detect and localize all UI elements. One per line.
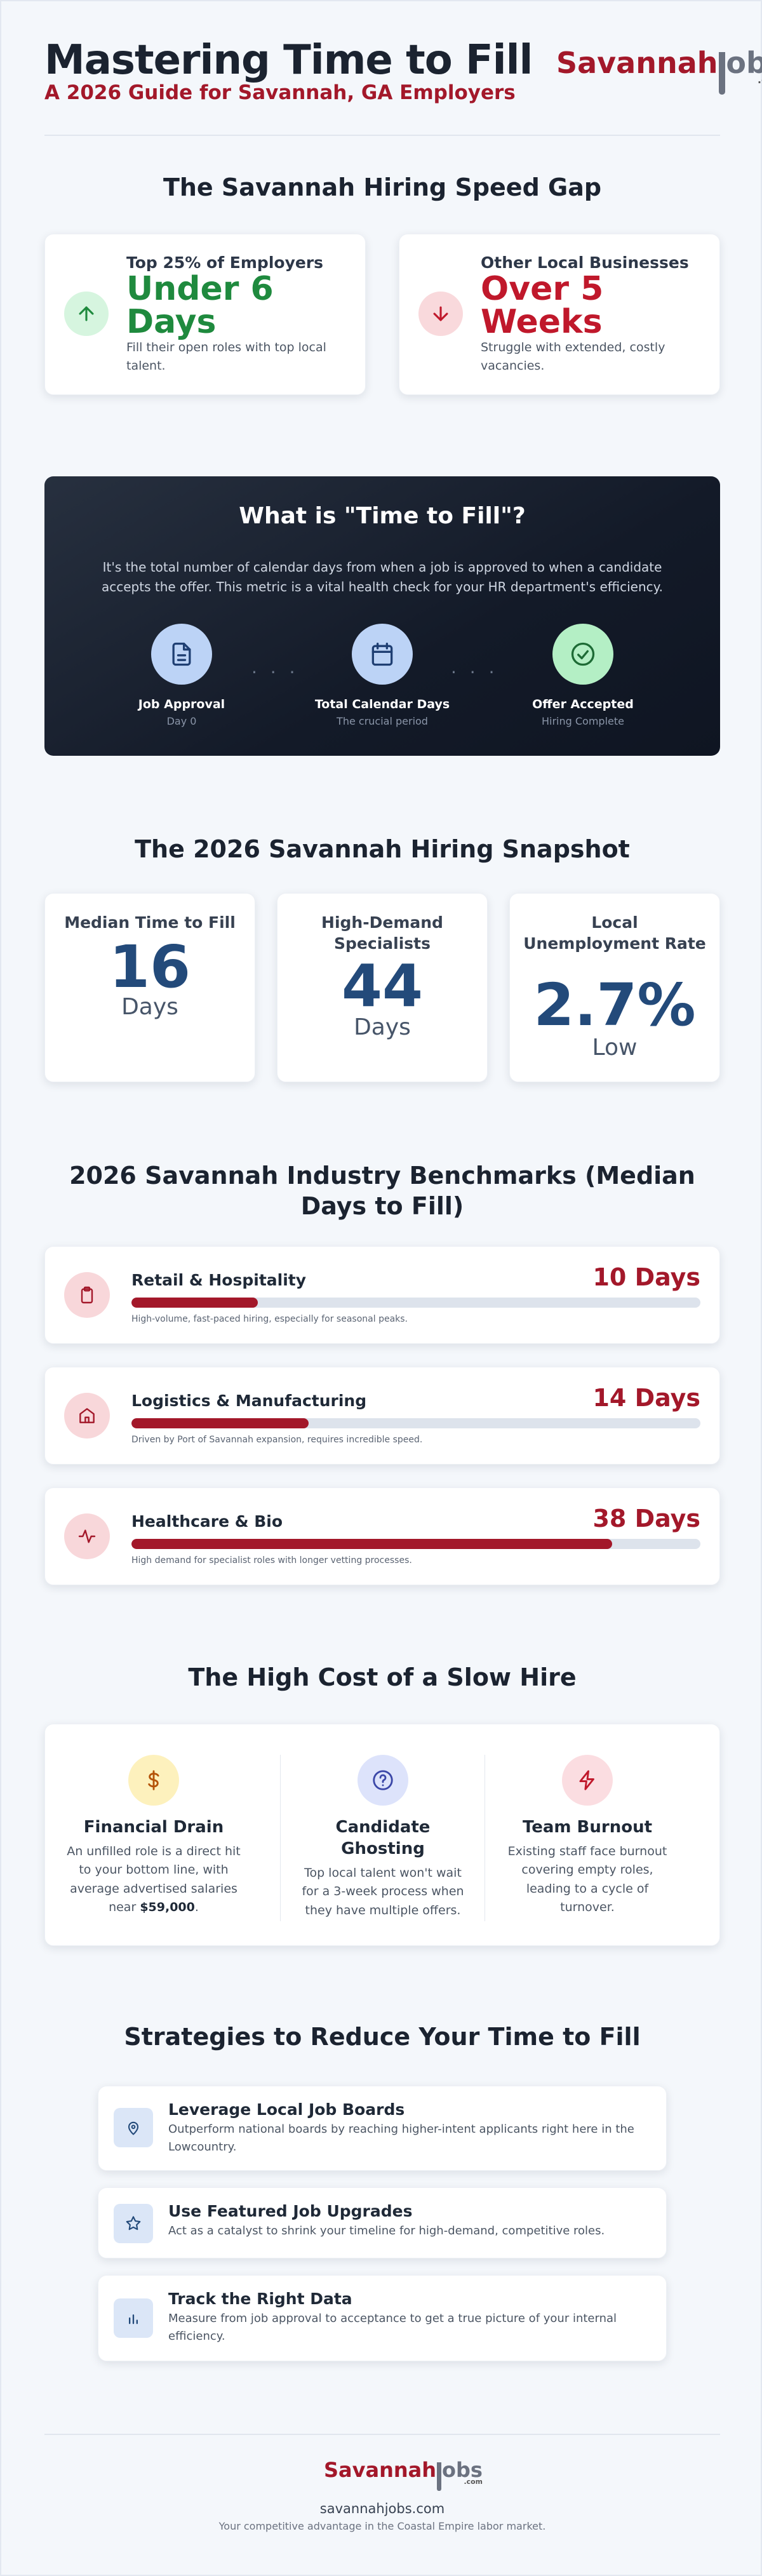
step-total-days: Total Calendar Days The crucial period xyxy=(306,624,458,727)
cost-card: Financial Drain An unfilled role is a di… xyxy=(44,1724,720,1946)
strategy-featured-job-upgrades: Use Featured Job Upgrades Act as a catal… xyxy=(98,2187,667,2258)
cost-candidate-ghosting: Candidate Ghosting Top local talent won'… xyxy=(281,1724,485,1945)
lightning-icon xyxy=(562,1755,613,1806)
key-icon xyxy=(436,2462,442,2491)
benchmark-healthcare: Healthcare & Bio 38 Days High demand for… xyxy=(44,1487,720,1585)
strategies-title: Strategies to Reduce Your Time to Fill xyxy=(124,2023,641,2051)
stat-card-specialists: High-Demand Specialists 44 Days xyxy=(277,893,488,1082)
arrow-down-icon xyxy=(418,292,463,336)
star-icon xyxy=(114,2204,153,2243)
gap-value: Under 6 Days xyxy=(126,270,274,341)
benchmark-bar xyxy=(131,1418,700,1428)
document-icon xyxy=(151,624,212,685)
stat-value: 2.7% xyxy=(533,971,696,1039)
stat-card-unemployment: Local Unemployment Rate 2.7% Low xyxy=(509,893,720,1082)
cost-team-burnout: Team Burnout Existing staff face burnout… xyxy=(485,1724,690,1945)
warehouse-icon xyxy=(64,1393,110,1439)
gap-value: Over 5 Weeks xyxy=(481,270,604,341)
map-pin-icon xyxy=(114,2108,153,2147)
footer-logo: Savannah obs .com xyxy=(324,2458,483,2491)
snapshot-title: The 2026 Savannah Hiring Snapshot xyxy=(135,835,630,863)
step-connector: · · · xyxy=(251,662,299,683)
benchmark-bar-fill xyxy=(131,1418,309,1428)
gap-card-top-employers: Top 25% of Employers Under 6 Days Fill t… xyxy=(44,234,366,395)
clipboard-icon xyxy=(64,1272,110,1318)
stat-unit: Days xyxy=(354,1014,411,1040)
check-circle-icon xyxy=(552,624,613,685)
question-icon xyxy=(358,1755,408,1806)
gap-label: Top 25% of Employers xyxy=(126,253,324,272)
gap-label: Other Local Businesses xyxy=(481,253,689,272)
benchmark-bar xyxy=(131,1298,700,1308)
definition-desc: It's the total number of calendar days f… xyxy=(102,560,663,594)
time-to-fill-definition: What is "Time to Fill"? It's the total n… xyxy=(44,476,720,756)
calendar-icon xyxy=(352,624,413,685)
footer-site-link[interactable]: savannahjobs.com xyxy=(319,2501,445,2516)
definition-title: What is "Time to Fill"? xyxy=(239,503,526,529)
bar-chart-icon xyxy=(114,2298,153,2338)
strategy-local-job-boards: Leverage Local Job Boards Outperform nat… xyxy=(98,2086,667,2171)
step-connector: · · · xyxy=(451,662,498,683)
benchmark-retail: Retail & Hospitality 10 Days High-volume… xyxy=(44,1246,720,1344)
cost-financial-drain: Financial Drain An unfilled role is a di… xyxy=(51,1724,256,1945)
gap-card-other-businesses: Other Local Businesses Over 5 Weeks Stru… xyxy=(399,234,720,395)
benchmark-logistics: Logistics & Manufacturing 14 Days Driven… xyxy=(44,1367,720,1465)
gap-desc: Fill their open roles with top local tal… xyxy=(126,340,326,373)
key-icon xyxy=(718,52,725,95)
divider xyxy=(44,135,720,136)
step-job-approval: Job Approval Day 0 xyxy=(105,624,258,727)
step-offer-accepted: Offer Accepted Hiring Complete xyxy=(507,624,659,727)
page-title: Mastering Time to Fill xyxy=(44,37,533,84)
stat-unit: Days xyxy=(121,994,178,1020)
gap-desc: Struggle with extended, costly vacancies… xyxy=(481,340,665,373)
divider xyxy=(44,2434,720,2435)
page-subtitle: A 2026 Guide for Savannah, GA Employers xyxy=(44,81,516,104)
benchmarks-title: 2026 Savannah Industry Benchmarks (Media… xyxy=(69,1162,695,1220)
strategy-track-data: Track the Right Data Measure from job ap… xyxy=(98,2275,667,2361)
dollar-icon xyxy=(128,1755,179,1806)
stat-value: 44 xyxy=(341,952,424,1020)
pulse-icon xyxy=(64,1513,110,1559)
benchmark-bar-fill xyxy=(131,1539,612,1549)
benchmark-bar xyxy=(131,1539,700,1549)
speed-gap-title: The Savannah Hiring Speed Gap xyxy=(163,173,602,201)
arrow-up-icon xyxy=(64,292,109,336)
benchmark-bar-fill xyxy=(131,1298,258,1308)
divider xyxy=(280,1755,281,1921)
cost-title: The High Cost of a Slow Hire xyxy=(188,1663,577,1691)
stat-unit: Low xyxy=(592,1035,638,1061)
stat-value: 16 xyxy=(109,933,191,1001)
footer-tagline: Your competitive advantage in the Coasta… xyxy=(218,2520,546,2532)
stat-card-median: Median Time to Fill 16 Days xyxy=(44,893,255,1082)
